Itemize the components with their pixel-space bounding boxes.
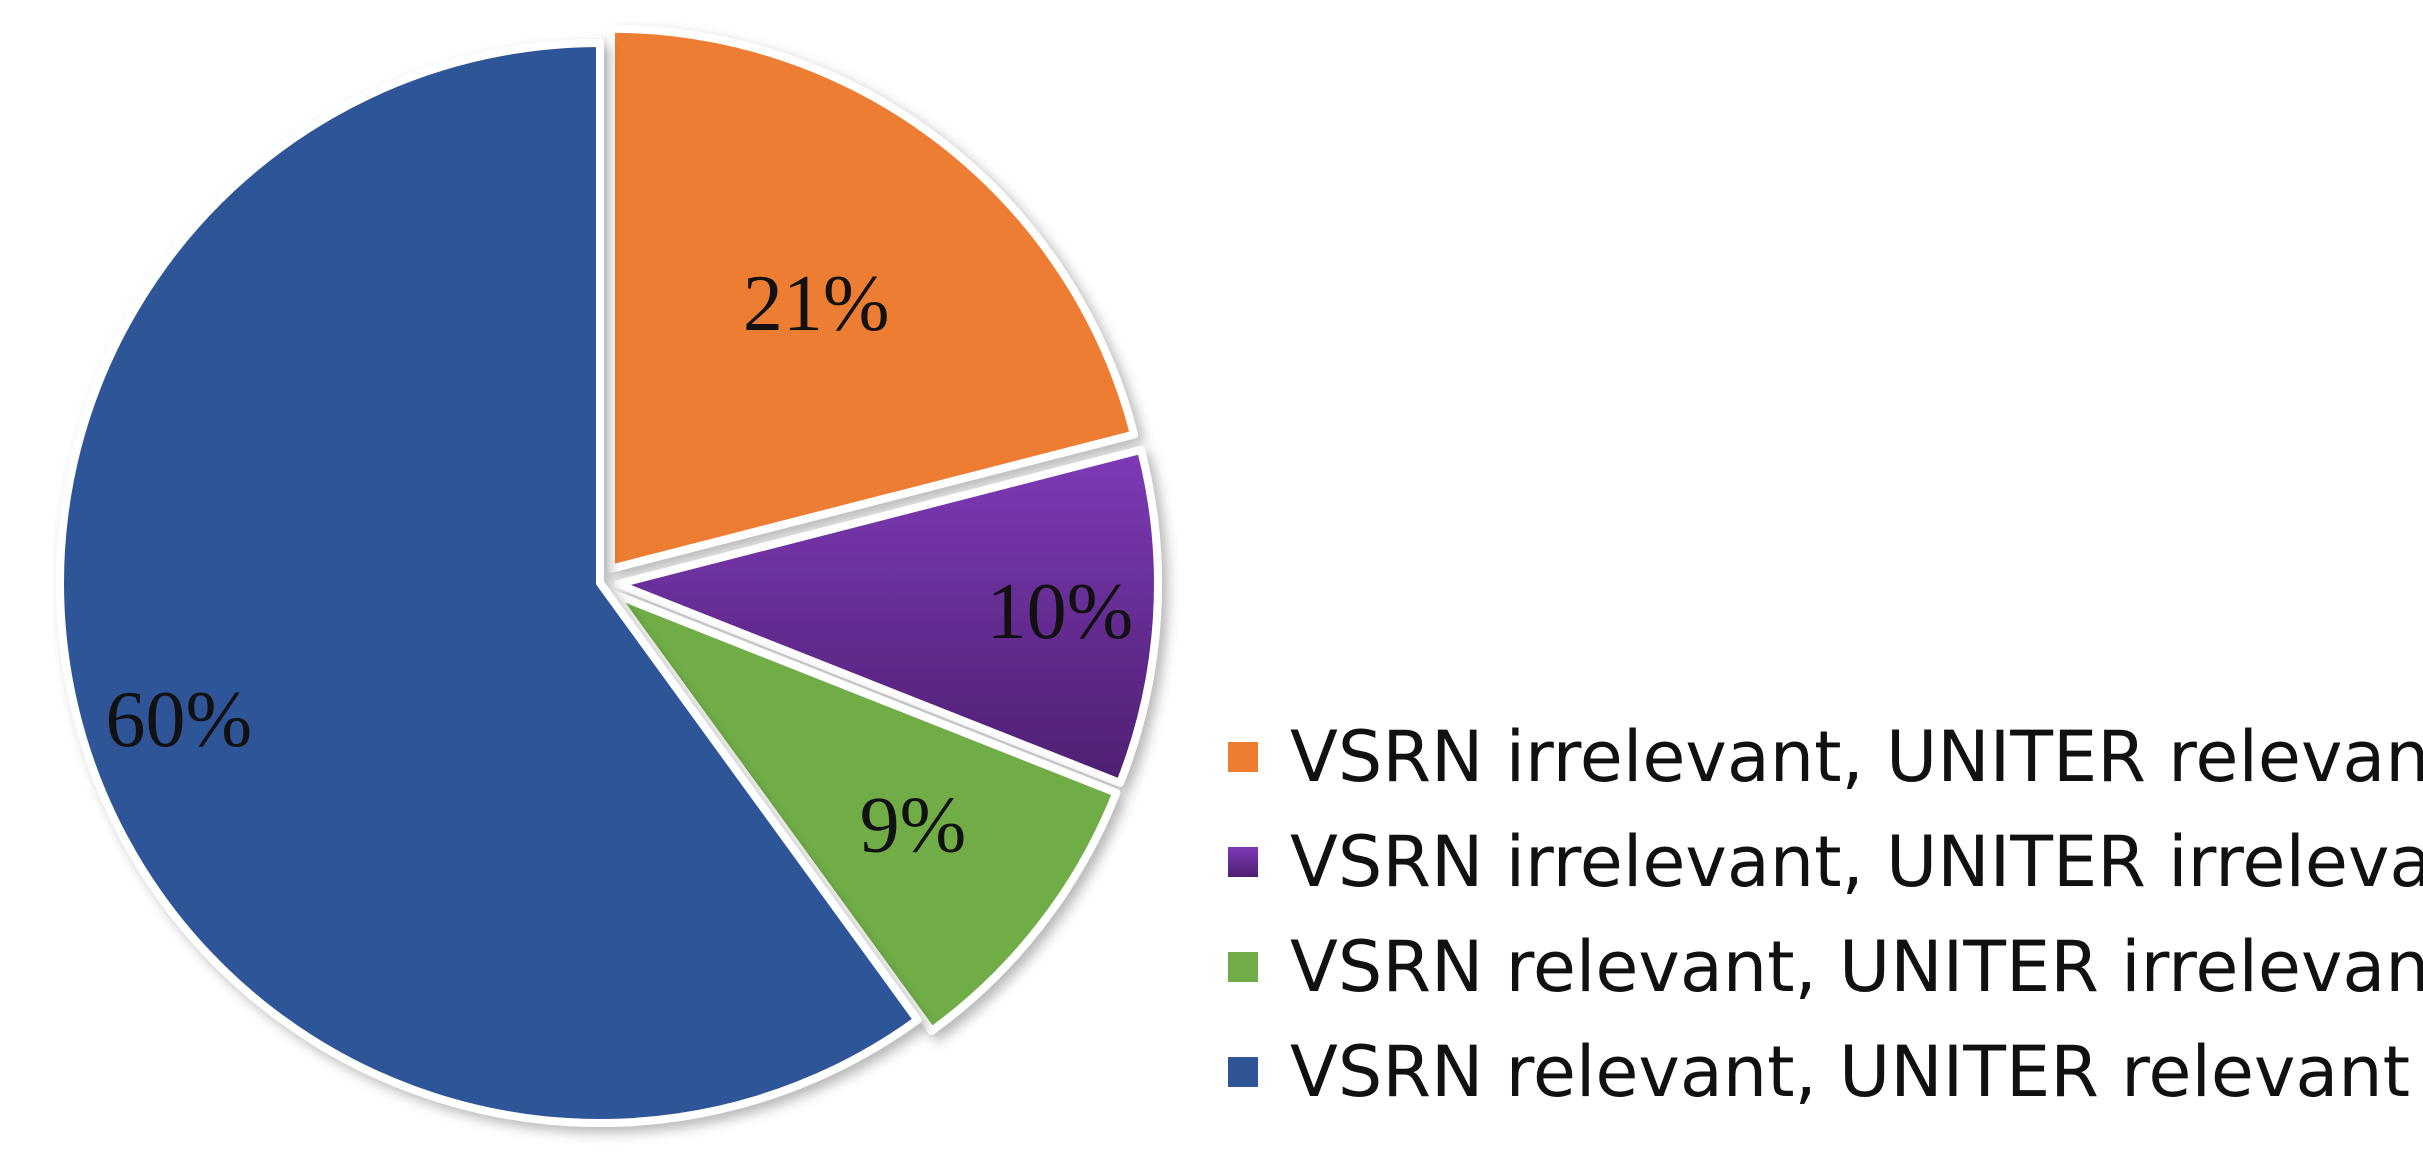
legend-item: VSRN irrelevant, UNITER relevant	[1228, 716, 2423, 798]
legend-item: VSRN relevant, UNITER relevant	[1228, 1031, 2410, 1113]
legend-swatch	[1228, 952, 1258, 982]
legend-label: VSRN relevant, UNITER relevant	[1290, 1031, 2410, 1113]
pie-slice-labels: 21% 10% 9% 60%	[106, 260, 1134, 869]
legend-label: VSRN relevant, UNITER irrelevant	[1290, 926, 2423, 1008]
pie-slice-vsrn-relevant-uniter-relevant	[56, 39, 922, 1127]
legend-item: VSRN relevant, UNITER irrelevant	[1228, 926, 2423, 1008]
legend-swatch	[1228, 847, 1258, 877]
pie-slices	[56, 24, 1162, 1127]
slice-data-label: 10%	[987, 568, 1134, 656]
pie-slice-vsrn-irrelevant-uniter-irrelevant	[613, 445, 1162, 787]
legend: VSRN irrelevant, UNITER relevant VSRN irr…	[1228, 716, 2423, 1113]
legend-label: VSRN irrelevant, UNITER irrelevant	[1290, 821, 2423, 903]
slice-data-label: 60%	[106, 676, 253, 764]
slice-data-label: 21%	[743, 260, 890, 348]
legend-label: VSRN irrelevant, UNITER relevant	[1290, 716, 2423, 798]
legend-item: VSRN irrelevant, UNITER irrelevant	[1228, 821, 2423, 903]
pie-slice-vsrn-irrelevant-uniter-relevant	[607, 24, 1139, 573]
legend-swatch	[1228, 1057, 1258, 1087]
slice-data-label: 9%	[860, 782, 967, 870]
legend-swatch	[1228, 742, 1258, 772]
pie-slice-vsrn-relevant-uniter-irrelevant	[610, 590, 1121, 1035]
